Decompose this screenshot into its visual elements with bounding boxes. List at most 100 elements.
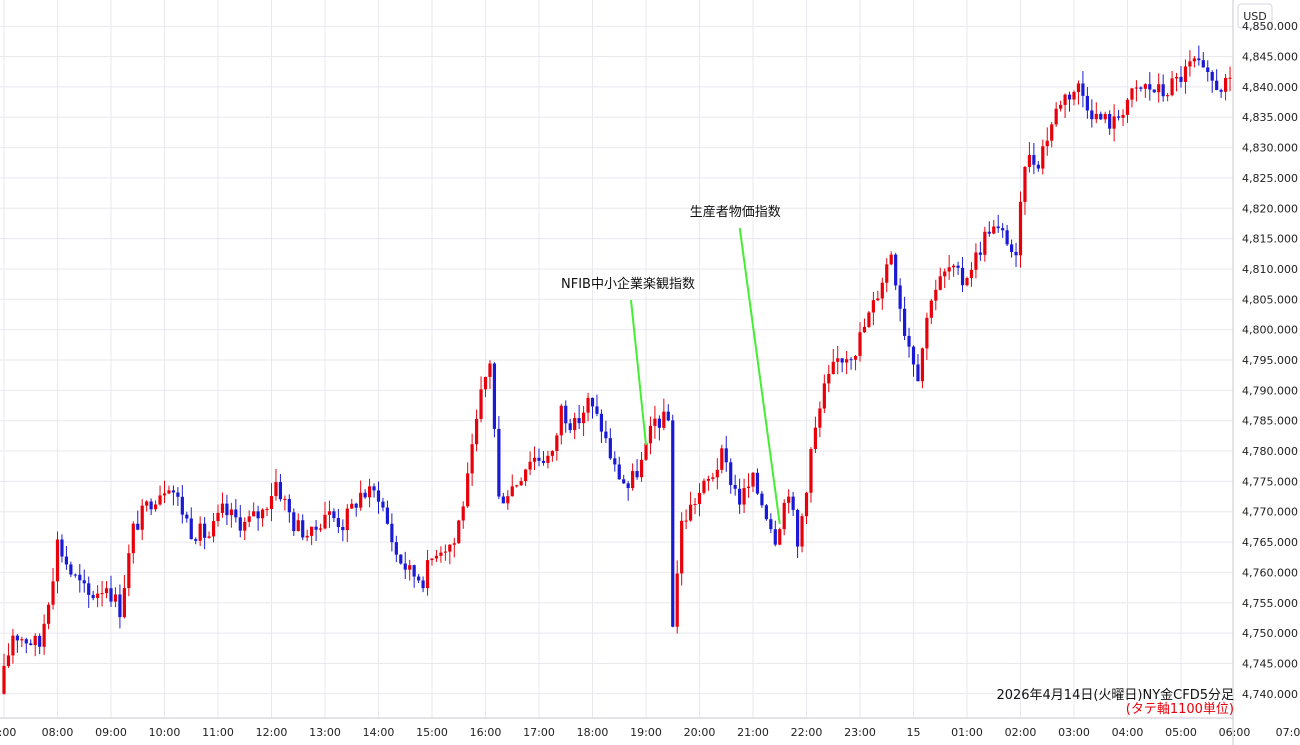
candle-up xyxy=(510,486,514,497)
candle-down xyxy=(1210,71,1214,81)
candle-up xyxy=(323,514,327,529)
axes: USD xyxy=(0,0,1273,745)
candle-down xyxy=(287,498,291,513)
annotations: NFIB中小企業楽観指数 生産者物価指数 xyxy=(561,204,781,524)
candle-down xyxy=(613,458,617,465)
candle-up xyxy=(787,496,791,503)
candle-up xyxy=(448,544,452,552)
candle-up xyxy=(639,459,644,478)
candle-up xyxy=(350,503,354,509)
candle-up xyxy=(100,593,104,595)
candle-down xyxy=(608,438,612,459)
candle-up xyxy=(260,509,265,519)
candle-up xyxy=(46,604,51,624)
candle-up xyxy=(479,389,483,419)
candle-up xyxy=(742,487,746,505)
annotation-label: NFIB中小企業楽観指数 xyxy=(561,276,695,292)
candle-down xyxy=(185,514,189,519)
candle-down xyxy=(1148,84,1152,90)
candle-down xyxy=(599,413,604,432)
candle-up xyxy=(1050,124,1054,141)
chart-caption: 2026年4月14日(火曜日)NY金CFD5分足 xyxy=(996,688,1234,703)
candle-up xyxy=(6,655,11,667)
candle-up xyxy=(876,298,880,301)
time-axis-labels: 7:00 08:00 09:00 10:00 11:00 12:00 13:00 14:00 1… xyxy=(0,726,1300,739)
candle-down xyxy=(902,308,907,336)
candle-up xyxy=(889,254,893,265)
candle-down xyxy=(956,265,960,268)
candle-up xyxy=(434,555,439,559)
candle-up xyxy=(145,501,149,506)
candle-down xyxy=(537,457,541,461)
candle-up xyxy=(1063,94,1067,105)
candle-down xyxy=(82,580,86,584)
candle-up xyxy=(488,363,492,377)
candle-up xyxy=(113,594,118,602)
candle-up xyxy=(934,289,938,301)
candle-down xyxy=(733,484,737,489)
candle-down xyxy=(73,574,77,576)
candle-up xyxy=(198,523,202,541)
candle-down xyxy=(341,527,345,531)
candle-down xyxy=(1005,230,1009,245)
y-tick-label: 4,810.000 xyxy=(1242,263,1298,276)
y-tick-label: 4,755.000 xyxy=(1242,597,1298,610)
candle-up xyxy=(1059,104,1063,109)
candle-up xyxy=(983,231,987,255)
candle-up xyxy=(782,502,786,530)
candle-down xyxy=(1090,110,1094,120)
candle-down xyxy=(38,635,42,647)
candle-up xyxy=(581,412,586,424)
candle-down xyxy=(492,363,497,429)
candle-down xyxy=(978,252,982,255)
candle-up xyxy=(992,226,996,234)
candle-up xyxy=(1188,61,1192,67)
x-tick-label: 10:00 xyxy=(149,726,181,739)
candle-down xyxy=(1139,87,1143,89)
candle-up xyxy=(947,267,951,272)
candle-up xyxy=(885,264,889,283)
candle-up xyxy=(1054,108,1058,125)
candle-up xyxy=(519,481,523,486)
candle-down xyxy=(189,518,193,540)
candle-down xyxy=(657,418,661,428)
candle-down xyxy=(1161,84,1165,97)
candle-up xyxy=(283,498,287,500)
candle-up xyxy=(746,486,751,488)
candle-down xyxy=(791,496,795,510)
candle-down xyxy=(769,519,773,530)
candle-up xyxy=(466,473,470,507)
candle-up xyxy=(430,558,434,561)
candle-up xyxy=(938,276,942,290)
candle-up xyxy=(162,493,167,496)
candle-down xyxy=(1001,228,1005,231)
candle-down xyxy=(764,505,768,520)
candle-up xyxy=(167,490,171,494)
currency-box[interactable] xyxy=(1237,3,1273,29)
candle-up xyxy=(11,635,15,656)
candle-down xyxy=(417,576,421,581)
candle-up xyxy=(528,461,532,470)
candle-down xyxy=(755,472,760,494)
candle-down xyxy=(372,486,376,491)
candle-down xyxy=(1197,58,1201,61)
candle-up xyxy=(974,252,978,270)
candle-down xyxy=(907,335,911,347)
y-tick-label: 4,850.000 xyxy=(1242,20,1298,33)
candle-down xyxy=(987,231,991,234)
candle-up xyxy=(220,503,225,513)
candle-down xyxy=(381,501,385,508)
candle-up xyxy=(1228,77,1232,79)
y-tick-label: 4,835.000 xyxy=(1242,111,1298,124)
candle-down xyxy=(671,420,675,627)
candle-up xyxy=(1112,116,1116,129)
y-tick-label: 4,790.000 xyxy=(1242,384,1298,397)
candle-down xyxy=(301,520,305,538)
y-tick-label: 4,840.000 xyxy=(1242,81,1298,94)
x-tick-label: 09:00 xyxy=(95,726,127,739)
x-tick-label: 22:00 xyxy=(791,726,823,739)
candle-up xyxy=(1027,155,1032,167)
candle-up xyxy=(644,443,648,460)
candle-up xyxy=(862,326,867,333)
